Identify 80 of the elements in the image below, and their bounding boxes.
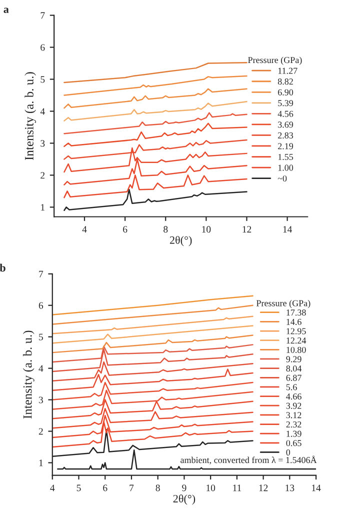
line-series xyxy=(64,112,248,134)
legend-label: 3.92 xyxy=(286,402,302,409)
legend-label: 17.38 xyxy=(286,310,306,316)
x-tick-label: 4 xyxy=(82,226,87,233)
y-tick-label: 3 xyxy=(40,140,45,147)
x-axis-title: 2θ(°) xyxy=(173,494,196,505)
line-series xyxy=(57,450,316,470)
line-series xyxy=(52,325,254,344)
legend-label: 4.56 xyxy=(278,110,294,117)
y-axis-title: Intensity (a. b. u.) xyxy=(22,330,34,419)
line-series xyxy=(64,188,248,211)
x-tick-label: 12 xyxy=(259,484,268,492)
legend-label: 5.39 xyxy=(278,100,294,106)
x-tick-label: 11 xyxy=(233,484,242,492)
y-tick-label: 7 xyxy=(39,270,44,278)
line-series xyxy=(64,75,248,96)
legend-label: 12.95 xyxy=(286,328,306,334)
y-tick-label: 1 xyxy=(41,204,44,211)
legend-label: 0 xyxy=(286,449,290,456)
legend-label: 8.04 xyxy=(286,365,302,372)
legend-label: 0.65 xyxy=(286,440,302,446)
y-tick-label: 5 xyxy=(40,76,45,83)
x-tick-label: 10 xyxy=(202,226,211,233)
line-series xyxy=(64,122,248,148)
x-tick-label: 8 xyxy=(164,226,168,233)
x-tick-label: 8 xyxy=(156,484,160,492)
legend-title: Pressure (GPa) xyxy=(256,300,310,308)
legend-label: 3.69 xyxy=(278,122,294,128)
x-tick-label: 6 xyxy=(103,484,108,492)
y-tick-label: 2 xyxy=(38,428,43,435)
legend-label: 9.29 xyxy=(286,356,302,362)
line-series xyxy=(52,295,254,316)
annotation: ambient, converted from λ = 1.5406Å xyxy=(180,456,317,464)
y-tick-label: 6 xyxy=(40,44,45,51)
line-series xyxy=(64,88,248,109)
legend-label: 3.12 xyxy=(286,412,302,418)
x-tick-label: 13 xyxy=(286,484,294,492)
y-tick-label: 5 xyxy=(39,334,43,340)
line-series xyxy=(64,101,248,122)
y-tick-label: 3 xyxy=(38,396,43,404)
x-tick-label: 6 xyxy=(123,226,128,233)
y-tick-label: 1 xyxy=(39,460,43,466)
chart-title: a xyxy=(4,8,9,14)
legend-label: 12.24 xyxy=(286,338,306,344)
line-series xyxy=(52,316,254,334)
y-tick-label: 6 xyxy=(38,302,44,309)
legend-label: 6.90 xyxy=(278,89,294,96)
y-tick-label: 4 xyxy=(40,108,45,115)
legend-label: 1.00 xyxy=(278,164,294,171)
x-tick-label: 14 xyxy=(283,226,292,233)
x-tick-label: 10 xyxy=(206,484,216,492)
y-tick-label: 2 xyxy=(40,172,45,179)
line-series xyxy=(52,334,254,354)
legend-label: 6.87 xyxy=(286,374,302,381)
legend-label: 14.6 xyxy=(286,318,302,325)
legend-title: Pressure (GPa) xyxy=(248,56,302,65)
x-tick-label: 4 xyxy=(50,484,55,492)
y-tick-label: 4 xyxy=(38,365,44,372)
x-tick-label: 12 xyxy=(242,226,252,233)
legend-label: 5.6 xyxy=(286,384,297,390)
x-tick-label: 5 xyxy=(76,484,81,492)
legend-label: 10.80 xyxy=(286,346,306,353)
line-series xyxy=(52,304,254,325)
legend-label: 4.66 xyxy=(286,393,302,400)
x-tick-label: 9 xyxy=(182,484,186,492)
legend-label: 1.55 xyxy=(278,154,294,160)
legend-label: 11.27 xyxy=(278,68,298,74)
chart-title: b xyxy=(0,264,6,272)
legend-label: 2.19 xyxy=(278,143,294,150)
legend-label: 1.39 xyxy=(286,430,302,437)
x-axis-title: 2θ(°) xyxy=(170,236,192,246)
legend-label: ~0 xyxy=(278,175,287,182)
line-series xyxy=(64,62,248,84)
x-tick-label: 14 xyxy=(312,484,321,492)
legend-label: 8.82 xyxy=(278,78,293,85)
x-tick-label: 7 xyxy=(130,484,134,492)
legend-label: 2.32 xyxy=(286,421,302,428)
y-axis-title: Intensity (a. b. u.) xyxy=(24,72,36,160)
legend-label: 2.83 xyxy=(278,132,294,139)
y-tick-label: 7 xyxy=(40,12,45,19)
